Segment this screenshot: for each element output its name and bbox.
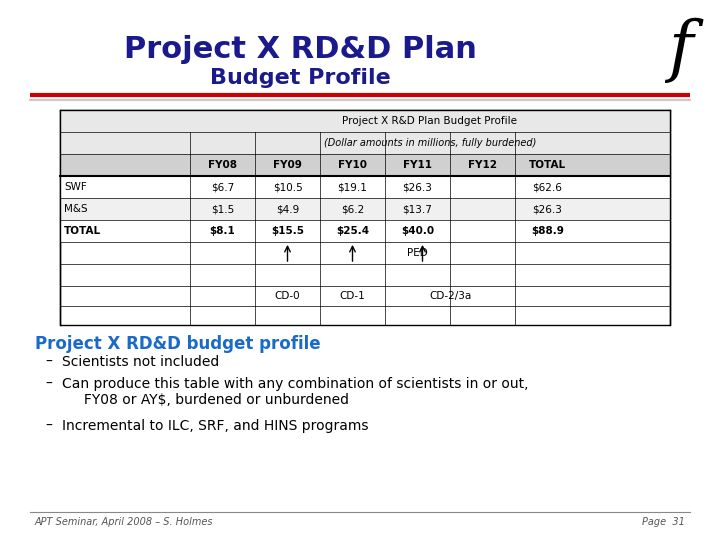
Text: FY10: FY10 [338,160,367,170]
Text: $26.3: $26.3 [533,204,562,214]
Text: Page  31: Page 31 [642,517,685,527]
Text: PED: PED [407,248,428,258]
Bar [60,154,670,176]
Text: (Dollar amounts in millions, fully burdened): (Dollar amounts in millions, fully burde… [324,138,536,148]
Text: $6.2: $6.2 [341,204,364,214]
Text: $40.0: $40.0 [401,226,434,236]
Bar [60,154,670,176]
Text: $8.1: $8.1 [210,226,235,236]
Text: f: f [667,17,693,83]
Text: CD-1: CD-1 [340,291,365,301]
Text: CD-0: CD-0 [275,291,300,301]
Text: M&S: M&S [64,204,88,214]
Text: SWF: SWF [64,182,86,192]
Text: $88.9: $88.9 [531,226,564,236]
Text: –: – [45,377,52,391]
Text: FY11: FY11 [403,160,432,170]
Text: Project X RD&D Plan: Project X RD&D Plan [124,36,477,64]
Text: APT Seminar, April 2008 – S. Holmes: APT Seminar, April 2008 – S. Holmes [35,517,214,527]
Text: $4.9: $4.9 [276,204,299,214]
Text: TOTAL: TOTAL [529,160,566,170]
Bar [60,132,670,154]
Text: FY12: FY12 [468,160,497,170]
Text: Can produce this table with any combination of scientists in or out,
     FY08 o: Can produce this table with any combinat… [62,377,528,407]
Text: $13.7: $13.7 [402,204,433,214]
Text: $6.7: $6.7 [211,182,234,192]
Bar [60,220,670,242]
Text: $15.5: $15.5 [271,226,304,236]
Text: $1.5: $1.5 [211,204,234,214]
Text: $10.5: $10.5 [273,182,302,192]
Text: $19.1: $19.1 [338,182,367,192]
Bar [60,176,670,198]
Text: CD-2/3a: CD-2/3a [429,291,471,301]
Text: Incremental to ILC, SRF, and HINS programs: Incremental to ILC, SRF, and HINS progra… [62,419,369,433]
Bar [60,198,670,220]
Text: $26.3: $26.3 [402,182,433,192]
Text: TOTAL: TOTAL [64,226,101,236]
Bar [60,110,670,132]
Text: Budget Profile: Budget Profile [210,68,390,88]
Text: Scientists not included: Scientists not included [62,355,220,369]
Text: –: – [45,419,52,433]
Text: $62.6: $62.6 [533,182,562,192]
Text: FY08: FY08 [208,160,237,170]
Bar [60,110,670,325]
Text: Project X RD&D budget profile: Project X RD&D budget profile [35,335,320,353]
Text: Project X R&D Plan Budget Profile: Project X R&D Plan Budget Profile [343,116,518,126]
Text: $25.4: $25.4 [336,226,369,236]
Text: FY09: FY09 [273,160,302,170]
Text: –: – [45,355,52,369]
